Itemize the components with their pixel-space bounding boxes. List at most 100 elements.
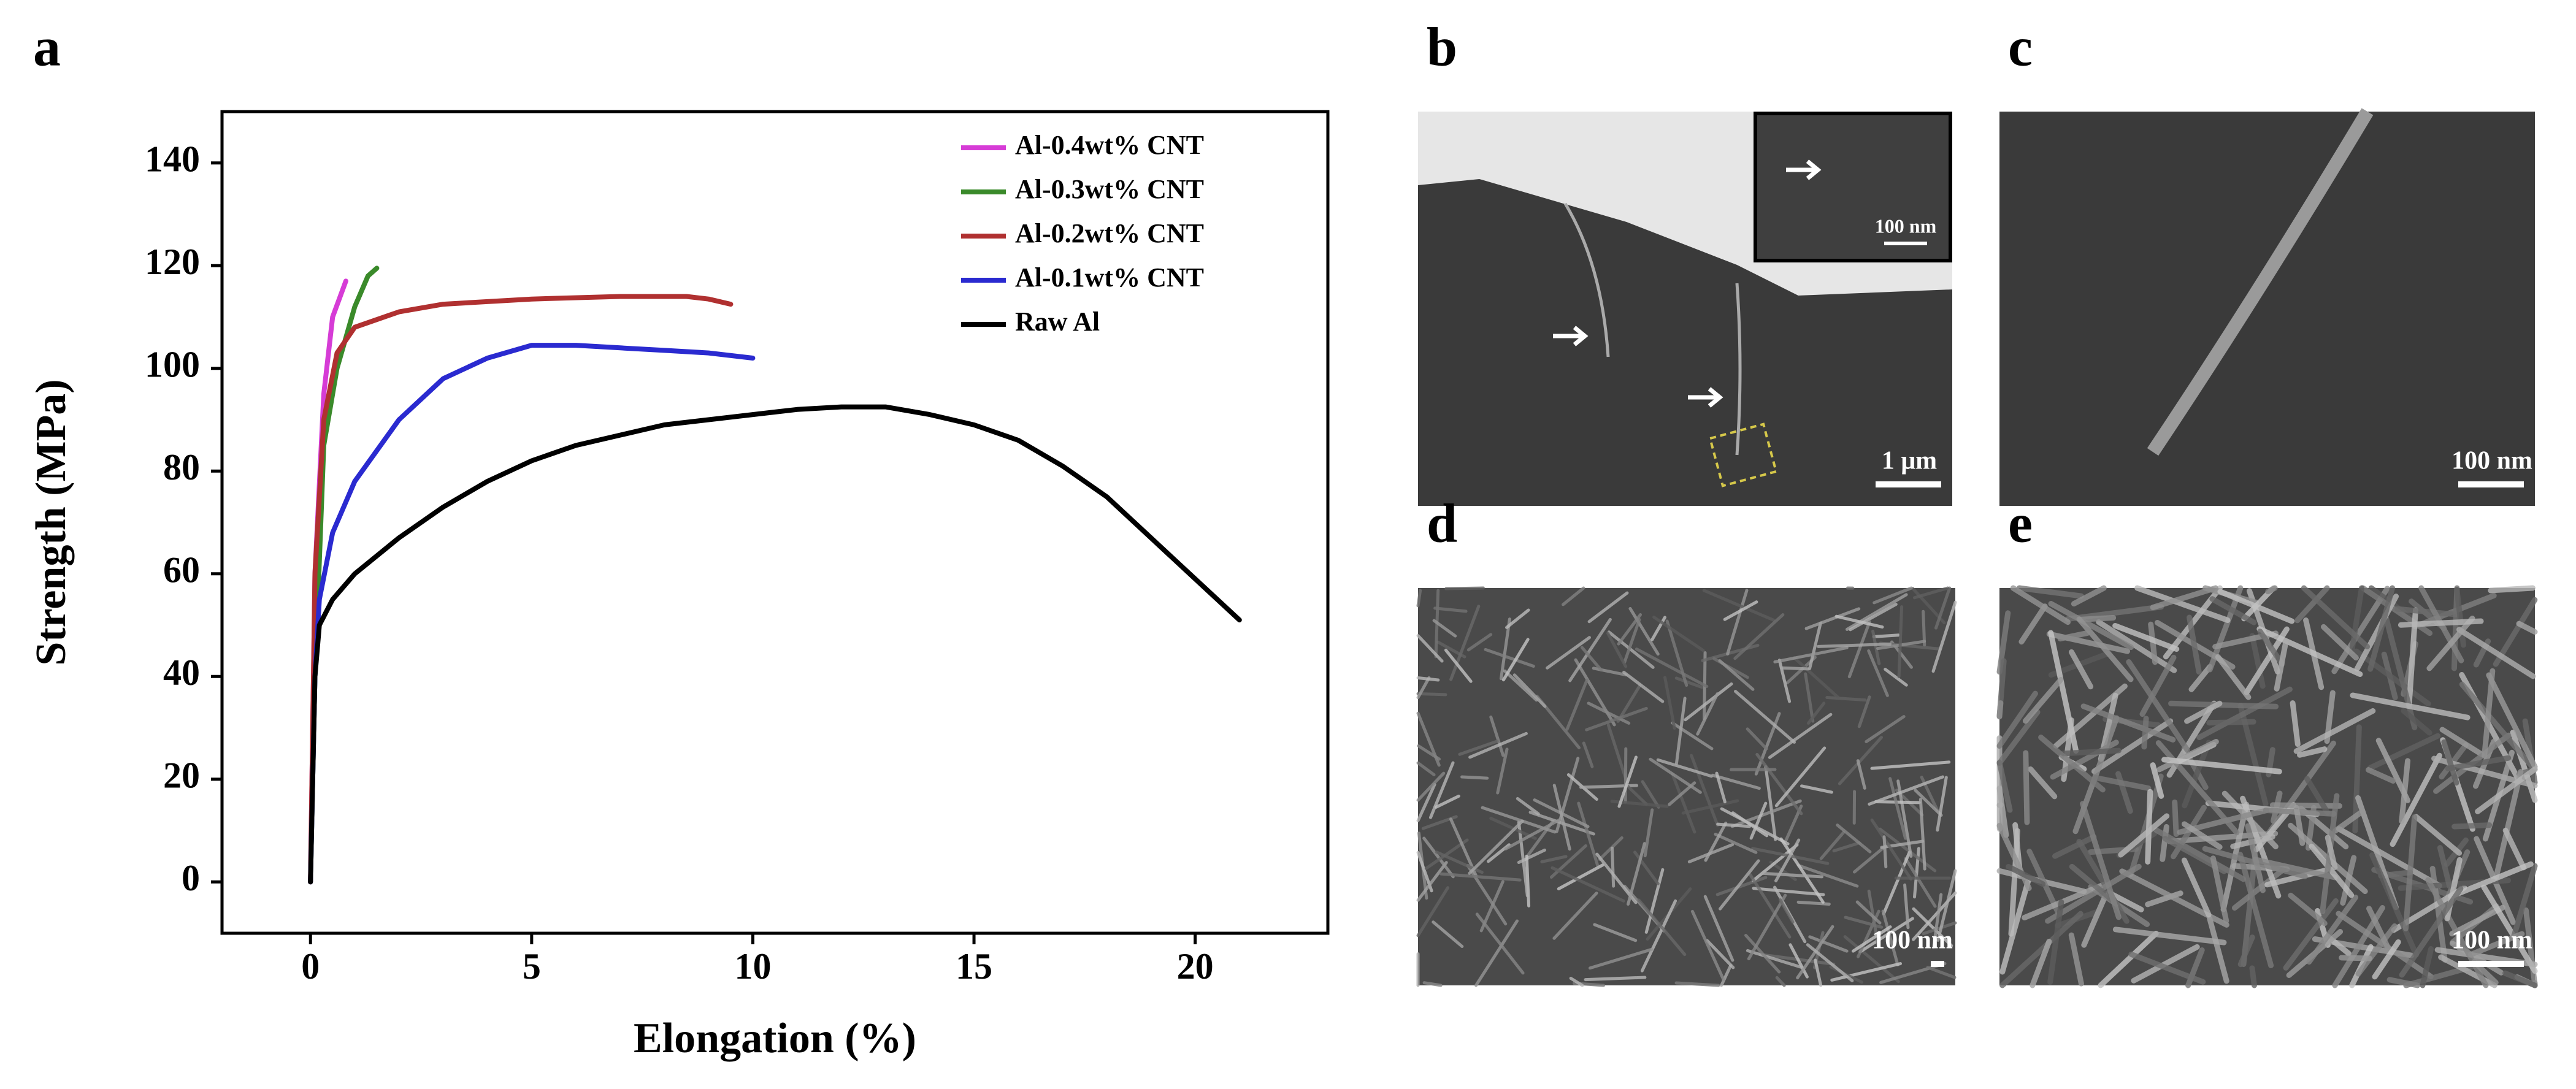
texture-stroke	[2072, 715, 2120, 835]
texture-stroke	[1640, 899, 1677, 972]
fiber	[1563, 202, 1610, 357]
inset	[1754, 112, 1952, 262]
texture-stroke	[2172, 799, 2179, 837]
texture-stroke	[2516, 621, 2538, 635]
texture-stroke	[1504, 817, 1562, 850]
texture-stroke	[2451, 822, 2493, 830]
texture-stroke	[2131, 944, 2200, 984]
texture-stroke	[2467, 931, 2525, 958]
texture-stroke	[2237, 934, 2255, 968]
texture-stroke	[1416, 634, 1444, 663]
texture-stroke	[2081, 893, 2108, 948]
texture-stroke	[2367, 733, 2441, 771]
scale-bar-label: 100 nm	[1872, 927, 1953, 955]
texture-stroke	[2459, 681, 2536, 770]
texture-stroke	[2018, 603, 2048, 645]
texture-stroke	[2076, 616, 2134, 682]
texture-stroke	[1475, 912, 1525, 975]
texture-stroke	[2141, 716, 2149, 750]
texture-stroke	[2386, 977, 2421, 988]
texture-stroke	[2426, 615, 2475, 671]
texture-stroke	[2215, 654, 2252, 700]
texture-stroke	[2206, 719, 2256, 726]
texture-stroke	[1834, 614, 1884, 629]
texture-stroke	[1674, 676, 1704, 689]
texture-stroke	[1851, 925, 1892, 953]
y-tick-label: 0	[182, 858, 200, 898]
texture-stroke	[2475, 766, 2538, 814]
texture-stroke	[2118, 813, 2170, 858]
texture-stroke	[1690, 909, 1725, 981]
texture-stroke	[1718, 659, 1755, 691]
texture-stroke	[2150, 585, 2218, 611]
texture-stroke	[1568, 617, 1612, 682]
texture-stroke	[1749, 801, 1768, 840]
texture-stroke	[1870, 760, 1951, 770]
texture-stroke	[2390, 752, 2442, 847]
texture-stroke	[1806, 943, 1854, 982]
texture-stroke	[1635, 648, 1709, 688]
texture-stroke	[1627, 842, 1646, 906]
texture-stroke	[1752, 887, 1825, 896]
texture-stroke	[1881, 909, 1899, 967]
texture-stroke	[2367, 585, 2396, 672]
texture-stroke	[1468, 732, 1528, 759]
texture-stroke	[1501, 638, 1530, 682]
texture-stroke	[1649, 757, 1702, 794]
texture-stroke	[1665, 619, 1689, 687]
texture-stroke	[2493, 597, 2538, 667]
texture-stroke	[1714, 833, 1758, 854]
texture-stroke	[1715, 876, 1768, 896]
texture-stroke	[2209, 596, 2257, 625]
texture-stroke	[2160, 823, 2169, 862]
texture-stroke	[1897, 605, 1904, 678]
texture-stroke	[1644, 868, 1665, 934]
texture-stroke	[2182, 739, 2212, 809]
texture-stroke	[1872, 633, 1900, 638]
texture-stroke	[2077, 614, 2117, 622]
texture-stroke	[2456, 627, 2536, 679]
texture-stroke	[1525, 854, 1531, 908]
texture-stroke	[1416, 771, 1446, 802]
texture-stroke	[2008, 828, 2020, 937]
texture-stroke	[1882, 835, 1888, 869]
texture-stroke	[1633, 850, 1660, 885]
texture-stroke	[2399, 885, 2464, 978]
texture-stroke	[2068, 932, 2084, 987]
texture-stroke	[1416, 589, 1422, 608]
texture-stroke	[1433, 606, 1468, 613]
texture-stroke	[1611, 846, 1616, 888]
texture-stroke	[1704, 821, 1728, 862]
texture-stroke	[2237, 852, 2274, 969]
texture-stroke	[1808, 935, 1849, 953]
texture-stroke	[1616, 683, 1642, 723]
texture-stroke	[1674, 981, 1720, 987]
micrograph-texture	[2147, 108, 2374, 456]
scale-bar-label: 1 μm	[1882, 447, 1937, 475]
texture-stroke	[2445, 755, 2512, 771]
texture-stroke	[1825, 695, 1867, 702]
texture-stroke	[2249, 965, 2257, 988]
texture-stroke	[1587, 701, 1631, 725]
texture-stroke	[1606, 632, 1628, 668]
texture-stroke	[1857, 695, 1871, 728]
texture-stroke	[2016, 585, 2084, 599]
texture-stroke	[2265, 585, 2278, 595]
texture-stroke	[2207, 915, 2229, 984]
texture-stroke	[2156, 738, 2219, 773]
texture-stroke	[2244, 626, 2290, 695]
texture-stroke	[1778, 898, 1795, 924]
data-line	[308, 266, 380, 885]
texture-stroke	[1814, 958, 1823, 987]
texture-stroke	[2080, 801, 2122, 920]
texture-stroke	[1733, 613, 1785, 660]
texture-stroke	[2252, 857, 2338, 881]
texture-stroke	[1624, 782, 1648, 806]
micrograph-texture	[1996, 585, 2538, 988]
texture-stroke	[2401, 708, 2432, 736]
x-axis-label: Elongation (%)	[634, 1015, 916, 1062]
texture-stroke	[2274, 640, 2289, 692]
texture-stroke	[2366, 767, 2396, 784]
texture-stroke	[1806, 701, 1826, 725]
texture-stroke	[2022, 676, 2064, 724]
